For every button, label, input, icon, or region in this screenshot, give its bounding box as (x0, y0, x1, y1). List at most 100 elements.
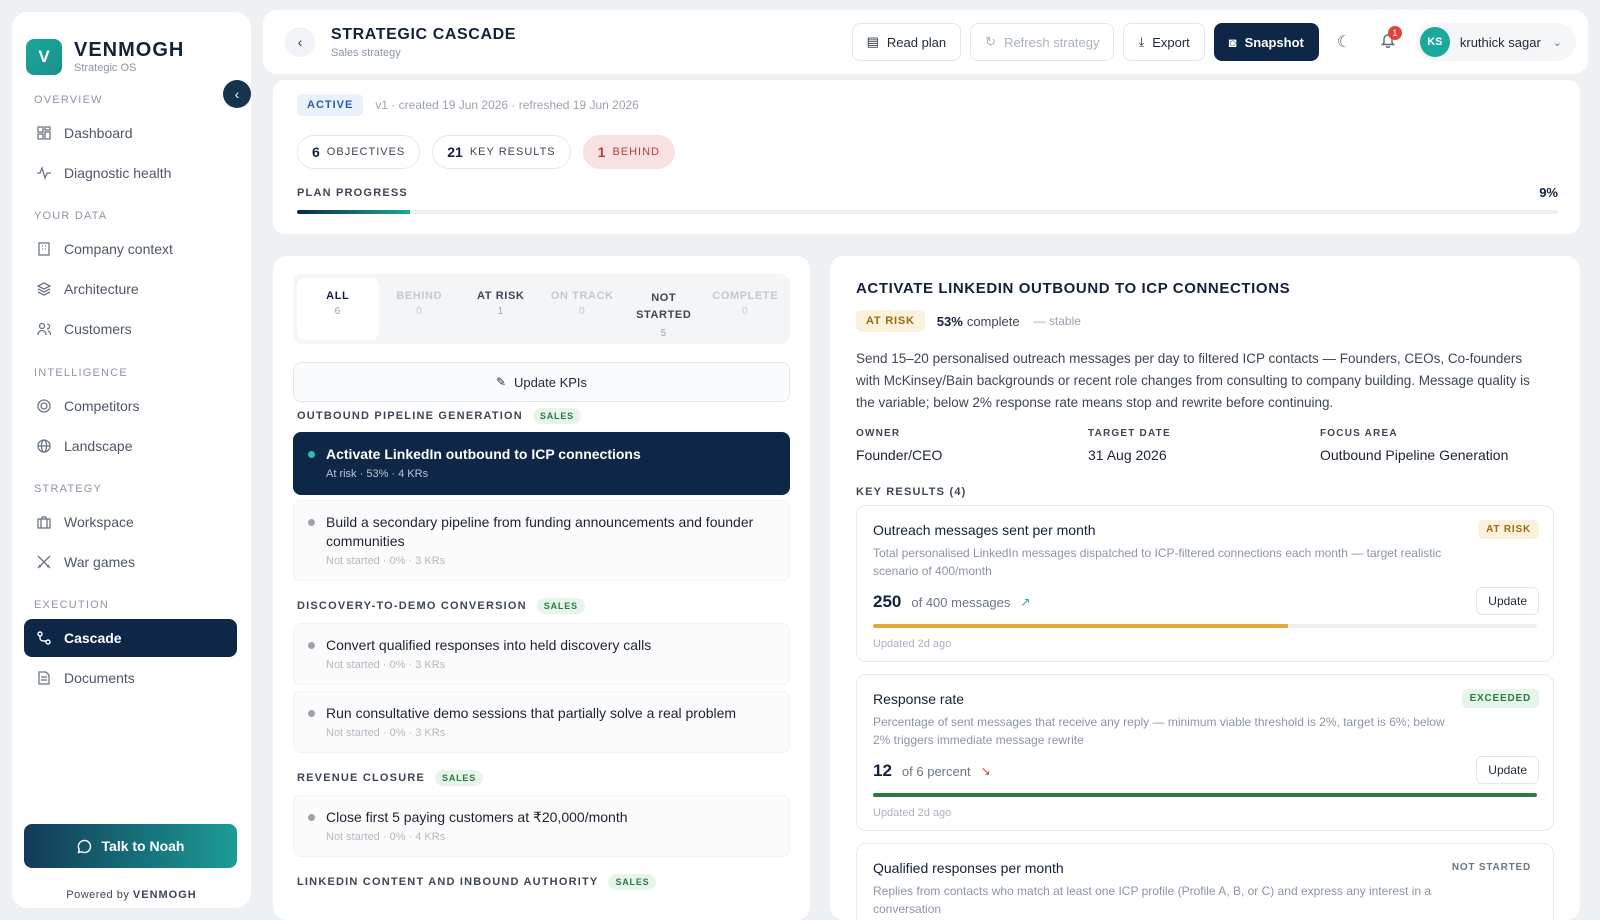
sidebar-item-diagnostic-health[interactable]: Diagnostic health (24, 154, 237, 192)
powered-brand: VENMOGH (132, 889, 197, 901)
tab-on-track[interactable]: ON TRACK 0 (542, 278, 624, 340)
objective-item[interactable]: Convert qualified responses into held di… (293, 623, 790, 685)
tab-label: NOT STARTED (636, 292, 692, 321)
sidebar-item-label: War games (64, 554, 136, 570)
tab-complete[interactable]: COMPLETE 0 (705, 278, 787, 340)
key-result-card: Qualified responses per month NOT STARTE… (856, 843, 1554, 920)
field-label: TARGET DATE (1088, 428, 1171, 439)
key-result-value: 12 (873, 761, 892, 780)
status-dot (308, 814, 315, 821)
document-icon (36, 670, 52, 686)
sidebar-item-workspace[interactable]: Workspace (24, 503, 237, 541)
tab-at-risk[interactable]: AT RISK 1 (460, 278, 542, 340)
key-result-card: Outreach messages sent per month AT RISK… (856, 505, 1554, 662)
users-icon (36, 321, 52, 337)
pulse-icon (36, 165, 52, 181)
field-value: Outbound Pipeline Generation (1320, 447, 1509, 463)
dashboard-icon (36, 125, 52, 141)
talk-label: Talk to Noah (101, 838, 185, 854)
section-label-your-data: YOUR DATA (34, 210, 108, 222)
tab-count: 0 (742, 306, 749, 317)
objective-item[interactable]: Run consultative demo sessions that part… (293, 691, 790, 753)
download-icon: ⤓ (1138, 34, 1145, 49)
tab-count: 0 (416, 306, 423, 317)
refresh-icon: ↻ (985, 34, 997, 49)
complete-percent: 53% (936, 313, 963, 329)
tab-label: COMPLETE (712, 290, 779, 302)
focus-area-field: FOCUS AREA Outbound Pipeline Generation (1320, 428, 1508, 463)
sidebar-item-label: Cascade (64, 630, 122, 646)
section-label-execution: EXECUTION (34, 599, 109, 611)
status-badge: AT RISK (856, 310, 925, 332)
sidebar-item-customers[interactable]: Customers (24, 310, 237, 348)
section-label-overview: OVERVIEW (34, 94, 103, 106)
powered-prefix: Powered by (66, 889, 130, 901)
sidebar-item-landscape[interactable]: Landscape (24, 427, 237, 465)
status-dot (308, 519, 315, 526)
sidebar-item-architecture[interactable]: Architecture (24, 270, 237, 308)
building-icon (36, 241, 52, 257)
powered-by: Powered by VENMOGH (12, 889, 251, 901)
status-filter-tabs: ALL 6 BEHIND 0 AT RISK 1 ON TRACK 0 NOT STAR… (293, 274, 790, 344)
status-badge: NOT STARTED (1443, 858, 1539, 877)
pencil-icon: ✎ (495, 375, 507, 389)
sidebar-item-dashboard[interactable]: Dashboard (24, 114, 237, 152)
sidebar-item-label: Company context (64, 241, 173, 257)
group-label: DISCOVERY-TO-DEMO CONVERSION (297, 600, 527, 612)
key-result-description: Percentage of sent messages that receive… (873, 715, 1445, 747)
back-button[interactable]: ‹ (285, 27, 315, 57)
sidebar-item-label: Workspace (64, 514, 134, 530)
objectives-chip[interactable]: 6 OBJECTIVES (297, 135, 421, 169)
key-result-progress-fill (873, 793, 1537, 797)
brand[interactable]: V VENMOGH Strategic OS (12, 12, 251, 84)
objective-meta: Not started · 0% · 3 KRs (326, 555, 446, 567)
user-menu[interactable]: KS kruthick sagar ⌄ (1415, 23, 1576, 61)
refresh-strategy-button[interactable]: ↻ Refresh strategy (970, 23, 1115, 61)
objective-meta: At risk · 53% · 4 KRs (326, 468, 429, 480)
plan-summary: ACTIVE v1 · created 19 Jun 2026 · refres… (273, 80, 1580, 234)
objective-meta: Not started · 0% · 3 KRs (326, 659, 446, 671)
sidebar-item-war-games[interactable]: War games (24, 543, 237, 581)
update-key-result-button[interactable]: Update (1476, 756, 1539, 784)
objectives-count: 6 (312, 144, 320, 160)
theme-toggle-button[interactable]: ☾ (1328, 26, 1360, 58)
plan-meta: v1 · created 19 Jun 2026 · refreshed 19 … (375, 98, 639, 112)
export-button[interactable]: ⤓ Export (1123, 23, 1205, 61)
group-tag: SALES (536, 598, 585, 614)
sidebar-collapse-button[interactable]: ‹ (223, 80, 251, 108)
talk-to-noah-button[interactable]: Talk to Noah (24, 824, 237, 868)
update-kpis-button[interactable]: ✎ Update KPIs (293, 362, 790, 402)
tab-behind[interactable]: BEHIND 0 (379, 278, 461, 340)
sidebar-item-company-context[interactable]: Company context (24, 230, 237, 268)
chat-bubble-icon (77, 839, 92, 854)
sidebar-item-competitors[interactable]: Competitors (24, 387, 237, 425)
sidebar-item-label: Architecture (64, 281, 139, 297)
group-header: LINKEDIN CONTENT AND INBOUND AUTHORITY SA… (297, 874, 657, 890)
objective-item[interactable]: Activate LinkedIn outbound to ICP connec… (293, 432, 790, 495)
objective-meta: Not started · 0% · 4 KRs (326, 831, 446, 843)
update-key-result-button[interactable]: Update (1476, 587, 1539, 615)
sidebar-item-documents[interactable]: Documents (24, 659, 237, 697)
notifications-button[interactable]: 1 (1372, 26, 1404, 58)
tab-not-started[interactable]: NOT STARTED 5 (623, 278, 705, 340)
notification-count: 1 (1387, 26, 1402, 40)
brand-logo: V (26, 39, 62, 75)
tab-all[interactable]: ALL 6 (297, 278, 379, 340)
section-label-strategy: STRATEGY (34, 483, 103, 495)
tab-label: ON TRACK (550, 290, 614, 302)
snapshot-button[interactable]: ◙ Snapshot (1213, 23, 1319, 61)
sidebar-item-cascade[interactable]: Cascade (24, 619, 237, 657)
read-plan-button[interactable]: ▤ Read plan (851, 23, 962, 61)
objective-item[interactable]: Close first 5 paying customers at ₹20,00… (293, 795, 790, 857)
chevron-left-icon: ‹ (297, 34, 303, 50)
update-label: Update (1488, 763, 1527, 777)
objective-title: Close first 5 paying customers at ₹20,00… (326, 809, 628, 825)
objective-item[interactable]: Build a secondary pipeline from funding … (293, 500, 790, 581)
document-icon: ▤ (866, 34, 879, 49)
key-results-chip[interactable]: 21 KEY RESULTS (432, 135, 571, 169)
chevron-left-icon: ‹ (234, 86, 240, 102)
objectives-label: OBJECTIVES (326, 146, 406, 158)
field-value: Founder/CEO (856, 447, 943, 463)
objective-title: Build a secondary pipeline from funding … (326, 514, 754, 549)
behind-chip[interactable]: 1 BEHIND (582, 135, 675, 169)
